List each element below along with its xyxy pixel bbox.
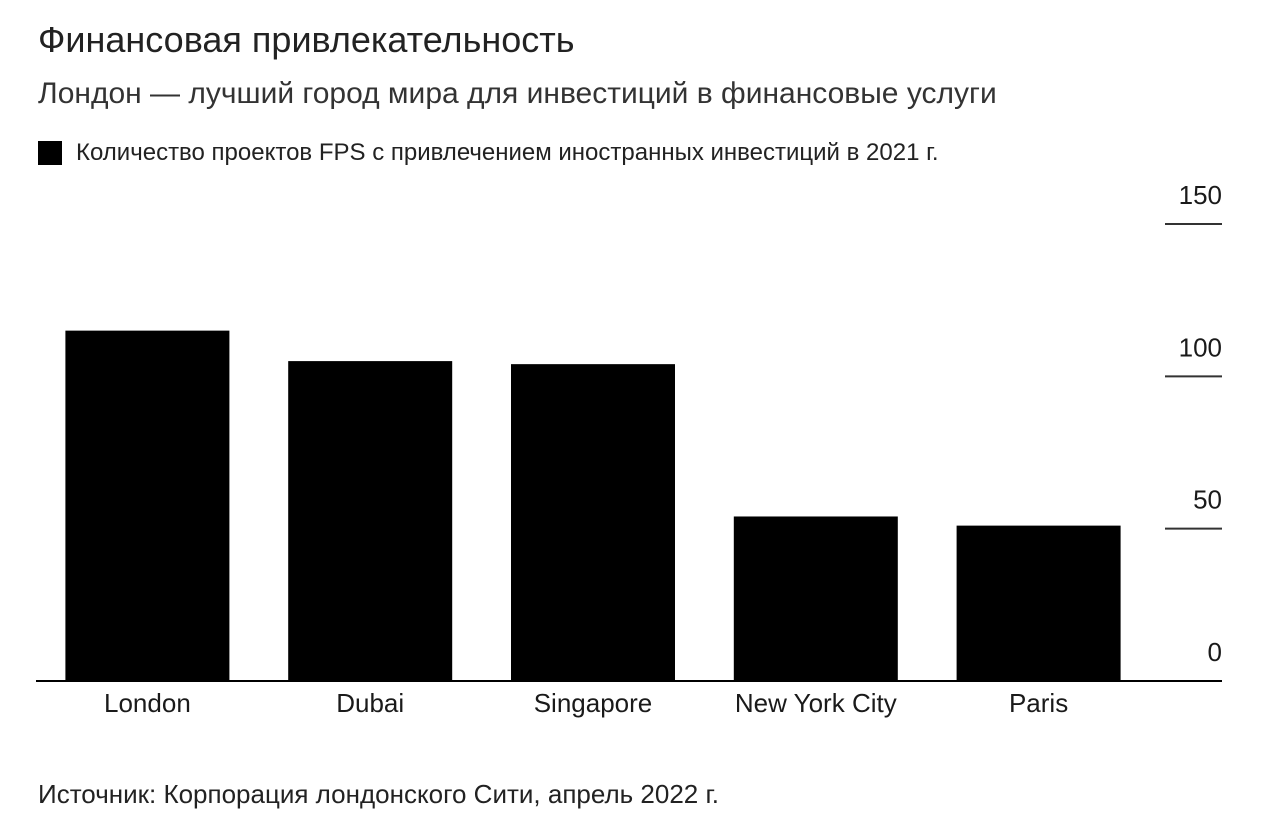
y-tick-label: 0	[1208, 637, 1222, 667]
x-tick-label: Dubai	[336, 688, 404, 718]
legend-label: Количество проектов FPS с привлечением и…	[76, 139, 939, 166]
bar-dubai	[288, 361, 453, 681]
chart-title: Финансовая привлекательность	[38, 19, 575, 60]
y-tick-label: 50	[1193, 485, 1222, 515]
legend: Количество проектов FPS с привлечением и…	[38, 136, 939, 170]
y-tick-label: 150	[1179, 180, 1222, 210]
bar-london	[65, 330, 230, 681]
bar-singapore	[511, 364, 675, 681]
y-tick-label: 100	[1179, 332, 1222, 362]
x-tick-label: New York City	[735, 688, 897, 718]
chart-subtitle: Лондон — лучший город мира для инвестици…	[38, 77, 997, 110]
bar-new-york-city	[733, 516, 898, 681]
x-tick-label: Singapore	[534, 688, 653, 718]
x-tick-label: London	[104, 688, 191, 718]
legend-swatch	[38, 141, 62, 165]
x-tick-label: Paris	[1009, 688, 1068, 718]
bar-chart: London Dubai Singapore New York City Paris 0 5…	[36, 180, 1222, 718]
chart-source: Источник: Корпорация лондонского Сити, а…	[38, 779, 719, 809]
bar-paris	[956, 525, 1121, 681]
